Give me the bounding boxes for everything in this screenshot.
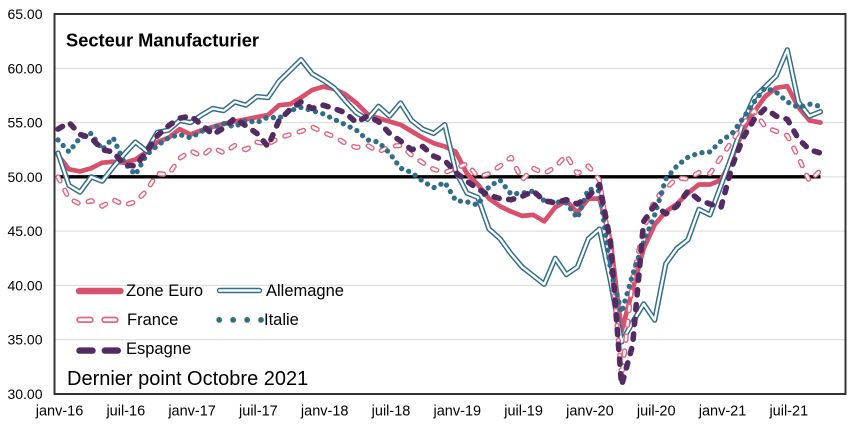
- svg-text:Italie: Italie: [264, 311, 299, 329]
- svg-text:35.00: 35.00: [7, 332, 42, 348]
- svg-text:France: France: [127, 311, 178, 329]
- svg-text:45.00: 45.00: [7, 223, 42, 239]
- svg-text:juil-21: juil-21: [768, 404, 808, 420]
- svg-text:janv-17: janv-17: [167, 404, 216, 420]
- svg-text:janv-18: janv-18: [300, 404, 349, 420]
- svg-text:40.00: 40.00: [7, 277, 42, 293]
- svg-text:juil-19: juil-19: [503, 404, 543, 420]
- svg-text:Dernier point Octobre 2021: Dernier point Octobre 2021: [67, 368, 308, 390]
- svg-text:65.00: 65.00: [7, 6, 42, 22]
- svg-text:Espagne: Espagne: [126, 340, 191, 358]
- svg-text:30.00: 30.00: [7, 386, 42, 402]
- svg-text:janv-20: janv-20: [565, 404, 614, 420]
- svg-text:Allemagne: Allemagne: [266, 282, 344, 300]
- svg-text:50.00: 50.00: [7, 169, 42, 185]
- svg-text:juil-16: juil-16: [105, 404, 145, 420]
- svg-text:60.00: 60.00: [7, 60, 42, 76]
- svg-text:Zone Euro: Zone Euro: [126, 282, 203, 300]
- svg-text:juil-20: juil-20: [636, 404, 676, 420]
- svg-text:janv-16: janv-16: [35, 404, 84, 420]
- svg-text:janv-19: janv-19: [433, 404, 482, 420]
- svg-text:juil-17: juil-17: [238, 404, 278, 420]
- svg-text:55.00: 55.00: [7, 115, 42, 131]
- svg-text:Secteur Manufacturier: Secteur Manufacturier: [66, 30, 259, 51]
- svg-text:janv-21: janv-21: [698, 404, 747, 420]
- svg-text:juil-18: juil-18: [371, 404, 411, 420]
